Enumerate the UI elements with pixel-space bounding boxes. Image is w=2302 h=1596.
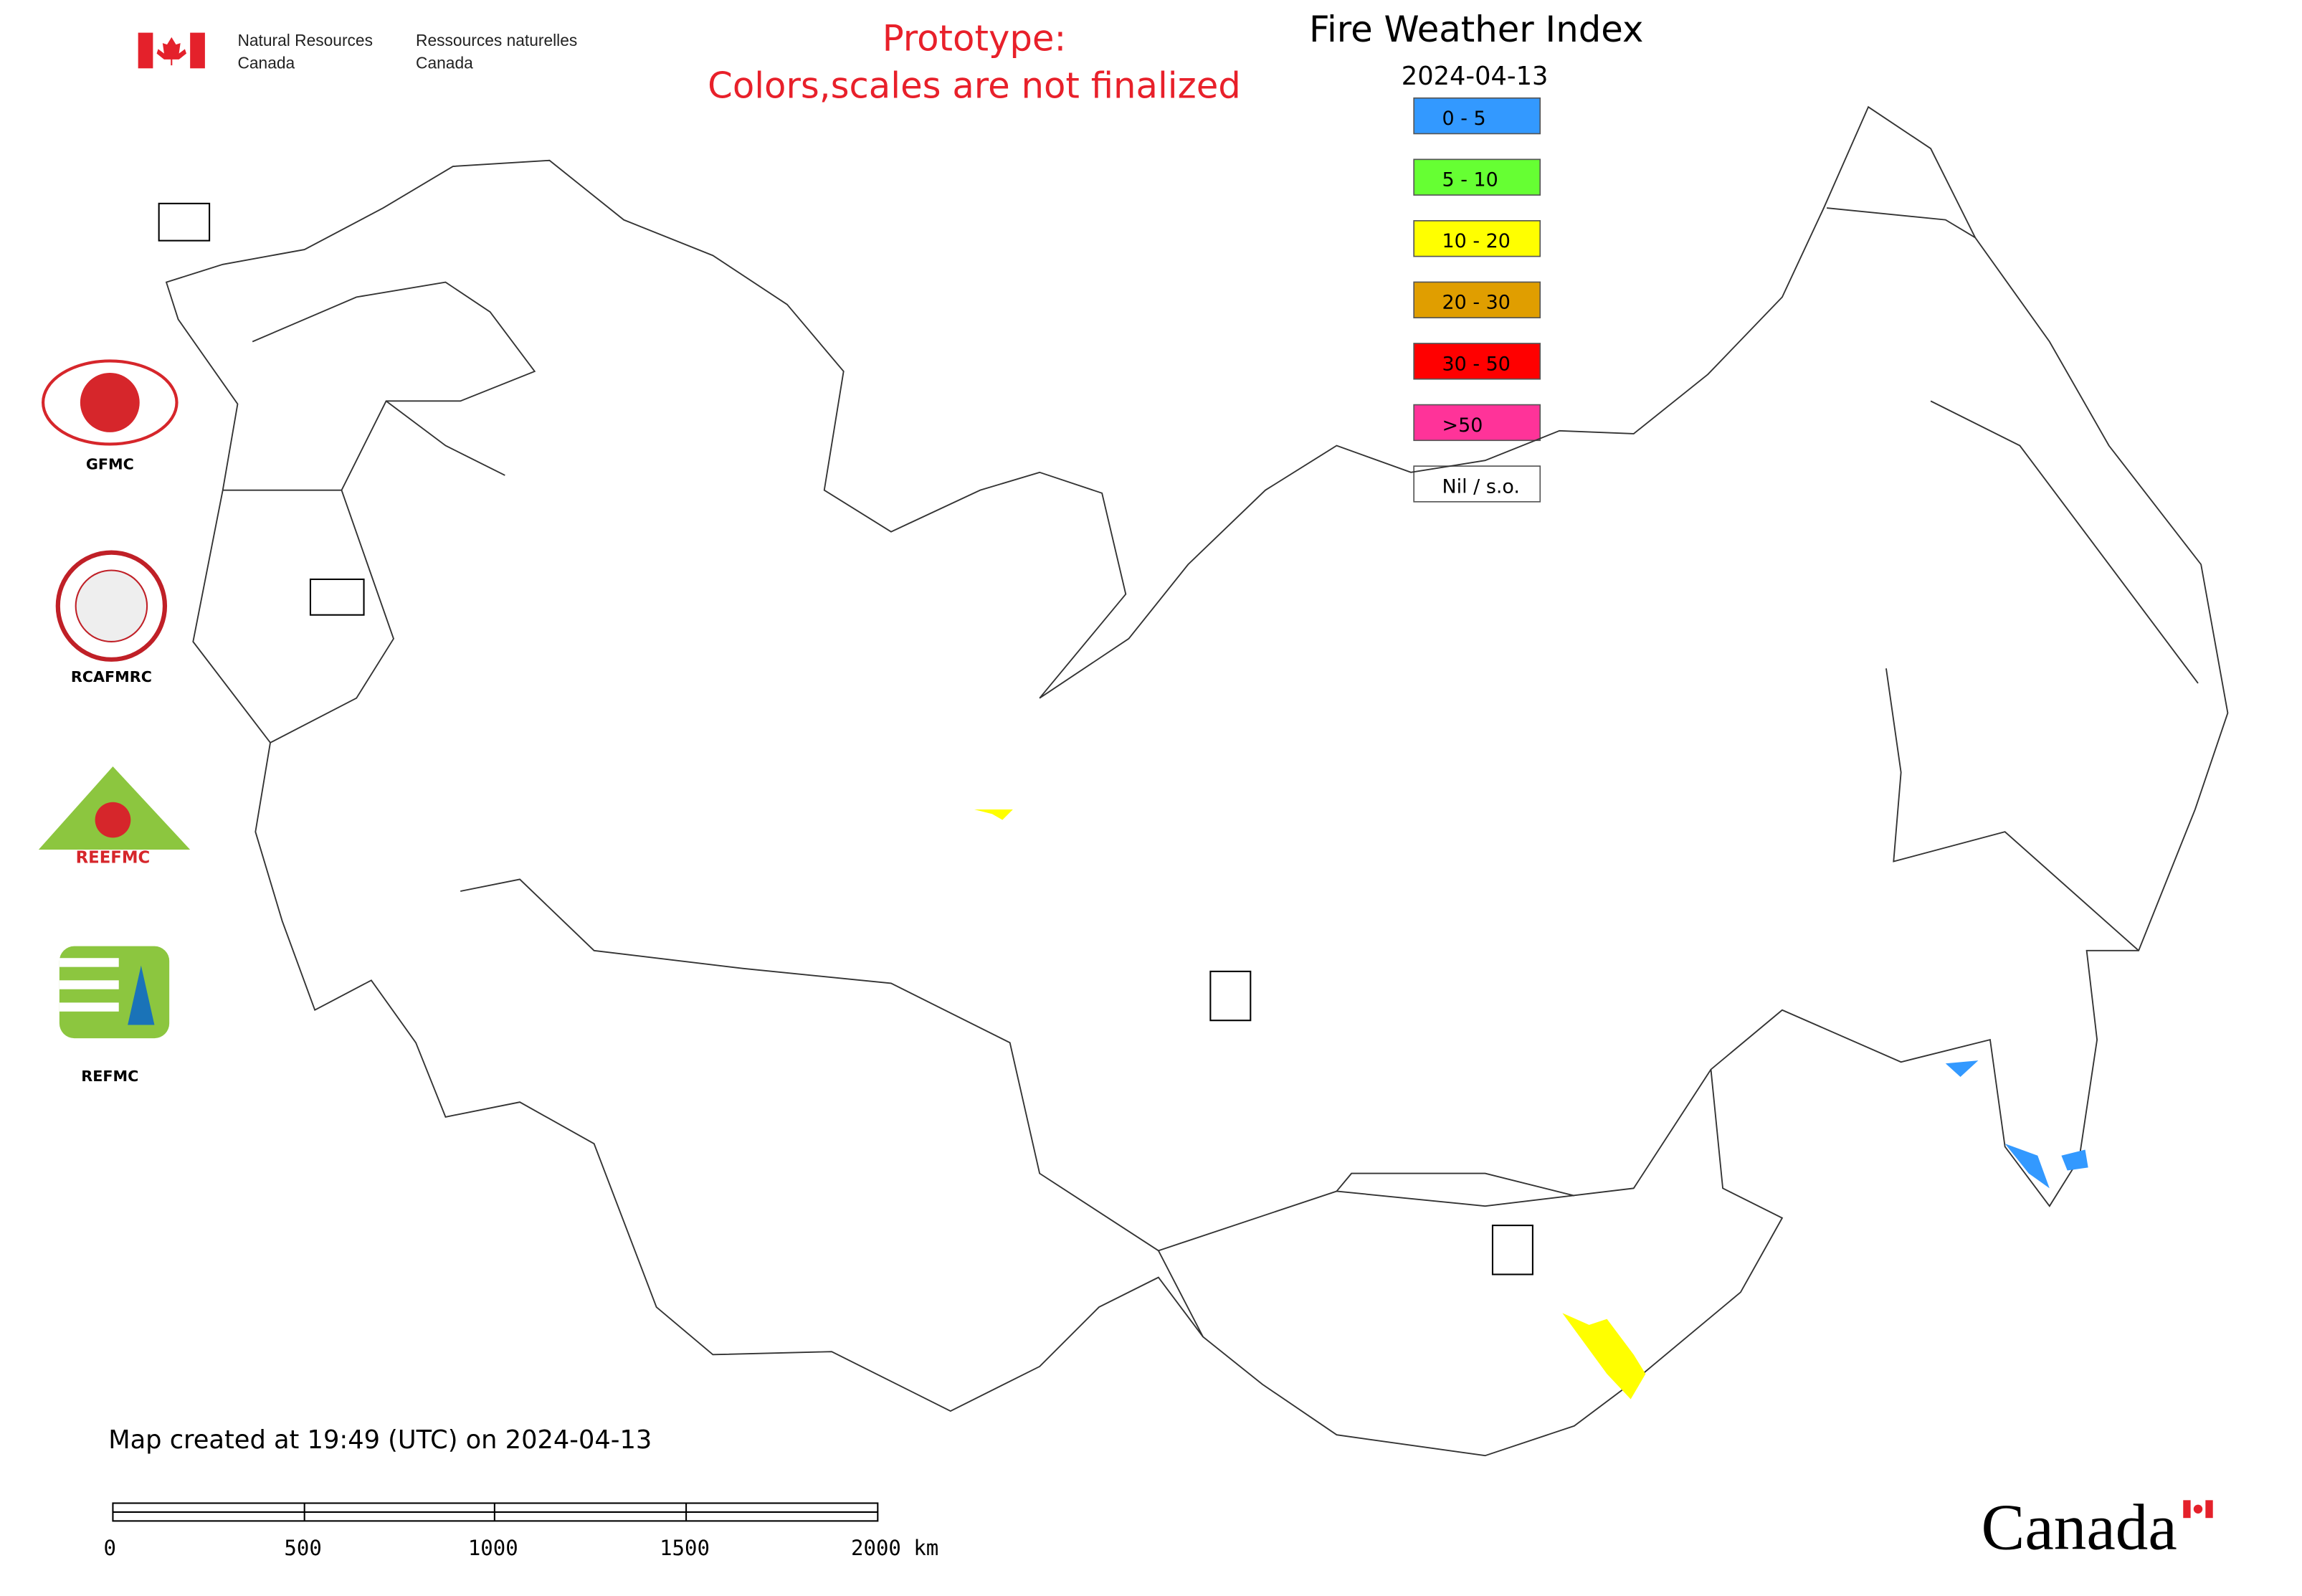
map-date: 2024-04-13 [1402, 62, 1549, 91]
legend: 0 - 5 5 - 10 10 - 20 20 - 30 30 - 50 >50 Nil /… [1413, 97, 1541, 503]
refmc-logo: REFMC [59, 946, 170, 1085]
legend-label: 0 - 5 [1442, 108, 1486, 130]
fwi-patches [974, 809, 2088, 1400]
map-title: Fire Weather Index [1309, 9, 1643, 50]
logo-wordmark: REEFMC [76, 849, 151, 868]
wordmark-flag [2183, 1500, 2213, 1519]
dept-fr: Ressources naturelles [416, 31, 577, 49]
dept-en: Canada [237, 53, 295, 72]
legend-swatch [1413, 465, 1541, 503]
created-note: Map created at 19:49 (UTC) on 2024-04-13 [108, 1425, 652, 1455]
scale-label: 1000 [468, 1536, 518, 1560]
legend-label: 20 - 30 [1442, 292, 1511, 314]
scale-label: 0 [104, 1536, 116, 1560]
legend-label: >50 [1442, 414, 1483, 437]
scale-bar [112, 1502, 879, 1522]
legend-swatch [1413, 97, 1541, 135]
basemap [165, 105, 2229, 1457]
gfmc-logo: GFMC [42, 359, 179, 473]
notice: Prototype: [883, 17, 1067, 59]
logo-label: GFMC [86, 456, 134, 473]
map-markers [158, 202, 1533, 1276]
rcafmrc-logo: RCAFMRC [55, 550, 168, 685]
legend-swatch [1413, 158, 1541, 196]
scale-label: 2000 km [851, 1536, 938, 1560]
legend-label: 5 - 10 [1442, 169, 1498, 191]
logo-label: RCAFMRC [71, 668, 152, 685]
legend-label: 10 - 20 [1442, 230, 1511, 252]
legend-swatch [1413, 281, 1541, 318]
canada-wordmark: Canada [1982, 1491, 2177, 1564]
legend-swatch [1413, 404, 1541, 442]
notice: Colors,scales are not finalized [708, 65, 1241, 107]
logo-label: REFMC [81, 1068, 138, 1085]
scale-label: 1500 [660, 1536, 710, 1560]
scale-label: 500 [284, 1536, 321, 1560]
legend-swatch [1413, 220, 1541, 257]
legend-swatch [1413, 343, 1541, 380]
legend-label: 30 - 50 [1442, 353, 1511, 375]
reefmc-logo: REEFMC [38, 766, 191, 868]
dept-fr: Canada [416, 53, 473, 72]
nrcan-signature [138, 32, 205, 69]
legend-label: Nil / s.o. [1442, 475, 1520, 498]
dept-en: Natural Resources [237, 31, 373, 49]
